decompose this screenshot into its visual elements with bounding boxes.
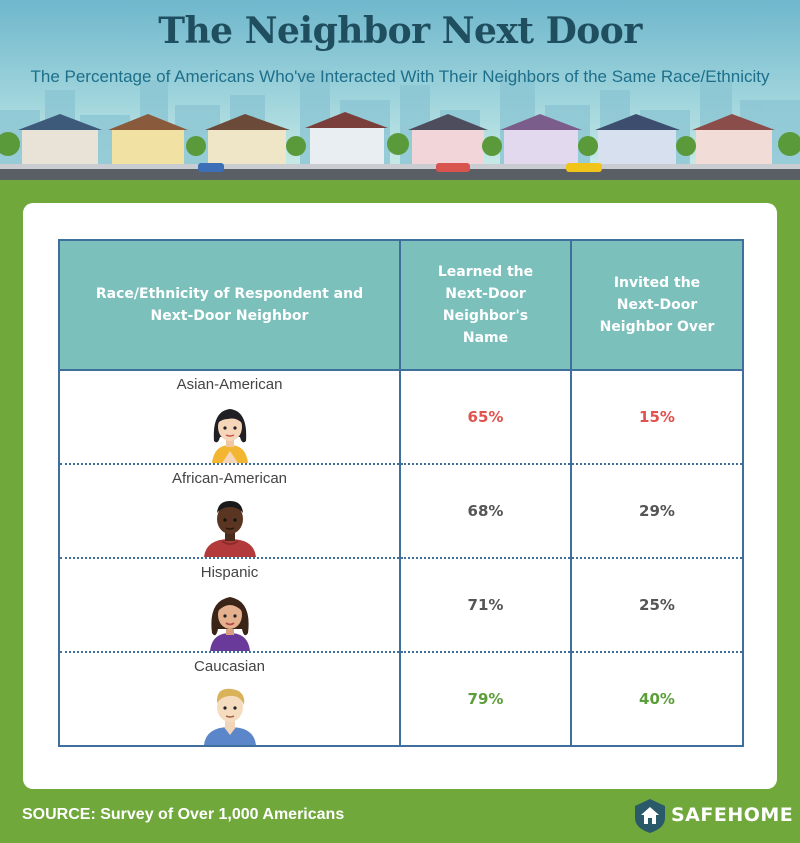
column-header-race: Race/Ethnicity of Respondent and Next-Do… [58, 239, 401, 371]
invited-over-value: 25% [570, 558, 744, 653]
column-header-invited-over: Invited the Next-Door Neighbor Over [570, 239, 744, 371]
table-row: African-American 68% 29% [58, 464, 744, 559]
column-header-learned-name: Learned the Next-Door Neighbor's Name [399, 239, 572, 371]
caucasian-man-icon [204, 688, 256, 745]
house-shield-icon [635, 799, 665, 833]
page-title: The Neighbor Next Door [158, 10, 642, 52]
group-cell: Hispanic [58, 558, 401, 653]
learned-name-value: 65% [399, 370, 572, 465]
invited-over-value: 40% [570, 652, 744, 747]
table-row: Asian-American 65% 15% [58, 370, 744, 465]
invited-over-value: 29% [570, 464, 744, 559]
african-american-man-icon [204, 501, 256, 557]
header-banner: The Neighbor Next Door The Percentage of… [0, 0, 800, 180]
learned-name-value: 71% [399, 558, 572, 653]
source-note: SOURCE: Survey of Over 1,000 Americans [22, 806, 345, 823]
table-row: Caucasian 79% 40% [58, 652, 744, 747]
asian-woman-icon [212, 409, 248, 463]
group-label: Asian-American [176, 376, 283, 393]
table-row: Hispanic 71% 25% [58, 558, 744, 653]
group-label: Caucasian [194, 658, 265, 675]
group-cell: African-American [58, 464, 401, 559]
page-subtitle: The Percentage of Americans Who've Inter… [30, 67, 770, 86]
brand-logo: SAFEHOME [633, 798, 793, 834]
hispanic-woman-icon [210, 597, 250, 651]
data-table: Race/Ethnicity of Respondent and Next-Do… [58, 239, 744, 747]
group-cell: Asian-American [58, 370, 401, 465]
learned-name-value: 79% [399, 652, 572, 747]
group-cell: Caucasian [58, 652, 401, 747]
neighborhood-houses-illustration [0, 112, 800, 180]
group-label: Hispanic [200, 564, 259, 581]
learned-name-value: 68% [399, 464, 572, 559]
invited-over-value: 15% [570, 370, 744, 465]
group-label: African-American [171, 470, 288, 487]
brand-name: SAFEHOME [671, 804, 794, 826]
main-card: Race/Ethnicity of Respondent and Next-Do… [23, 203, 777, 789]
